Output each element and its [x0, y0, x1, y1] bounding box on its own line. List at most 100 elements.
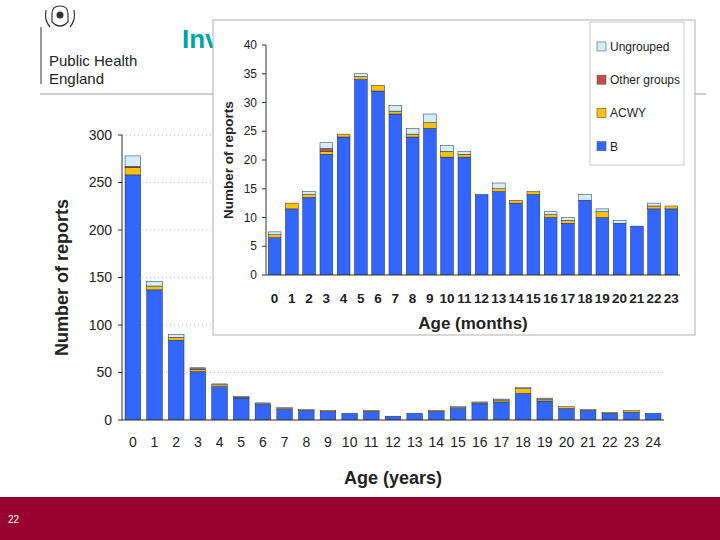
y-tick-label: 200	[89, 222, 113, 238]
logo-rule	[41, 27, 42, 84]
bar-segment	[580, 411, 596, 421]
page-number: 22	[8, 514, 20, 525]
legend: UngroupedOther groupsACWYB	[590, 22, 684, 165]
bar-segment	[510, 200, 523, 201]
bar-segment	[613, 220, 626, 223]
bar-segment	[527, 191, 540, 192]
bar-segment	[537, 398, 553, 400]
bar-segment	[579, 200, 592, 275]
bar-segment	[580, 409, 596, 411]
slide-canvas: Public HealthEnglandInv22050100150200250…	[0, 0, 720, 540]
bar-segment	[510, 203, 523, 275]
x-tick-label: 14	[509, 291, 525, 306]
y-tick-label: 5	[250, 239, 257, 253]
bar-segment	[645, 413, 661, 420]
crest-shield	[52, 6, 68, 26]
y-axis	[122, 135, 123, 420]
bar-segment	[429, 410, 445, 411]
x-tick-label: 4	[216, 434, 224, 450]
bar-segment	[544, 218, 557, 276]
x-tick-label: 8	[409, 291, 417, 306]
x-tick-label: 9	[324, 434, 332, 450]
bar-segment	[342, 413, 358, 420]
bar-segment	[285, 203, 298, 204]
bar-segment	[372, 85, 385, 86]
y-tick	[118, 277, 122, 278]
x-tick-label: 11	[457, 291, 472, 306]
bar-segment	[389, 111, 402, 114]
bar-segment	[342, 413, 358, 414]
bar-segment	[320, 151, 333, 154]
bar-segment	[320, 154, 333, 275]
bar-segment	[580, 409, 596, 410]
bar-segment	[277, 410, 293, 420]
x-tick-label: 11	[364, 434, 379, 450]
y-tick	[118, 230, 122, 231]
x-tick-label: 21	[629, 291, 645, 306]
x-tick-label: 19	[595, 291, 610, 306]
bar-segment	[125, 156, 141, 166]
bar-segment	[342, 413, 358, 414]
bar-segment	[372, 85, 385, 86]
bar-segment	[645, 413, 661, 414]
bar-segment	[364, 411, 380, 420]
y-axis-label: Number of reports	[52, 199, 72, 356]
bar-segment	[320, 410, 336, 411]
bar-segment	[458, 154, 471, 157]
bar-segment	[450, 406, 466, 408]
x-tick-label: 9	[426, 291, 434, 306]
bar-segment	[337, 134, 350, 135]
bar-segment	[630, 226, 643, 275]
bar-segment	[337, 137, 350, 275]
inset-frame	[213, 20, 695, 335]
bar-segment	[559, 407, 575, 409]
x-tick-label: 5	[237, 434, 245, 450]
bar-segment	[596, 212, 609, 218]
bar-segment	[212, 387, 228, 420]
bar-segment	[665, 206, 678, 209]
bar-segment	[475, 194, 488, 195]
y-tick	[262, 102, 266, 103]
x-tick-label: 14	[429, 434, 445, 450]
x-tick-label: 0	[129, 434, 137, 450]
y-tick-label: 50	[96, 364, 112, 380]
bar-segment	[190, 367, 206, 369]
bar-segment	[320, 410, 336, 411]
bar-segment	[515, 389, 531, 394]
bar-segment	[233, 397, 249, 399]
bar-segment	[527, 195, 540, 276]
bar-segment	[364, 410, 380, 411]
legend-label: Other groups	[610, 73, 680, 87]
bar-segment	[472, 401, 488, 403]
bar-segment	[624, 410, 640, 411]
bar-segment	[147, 286, 163, 290]
bar-segment	[602, 412, 618, 414]
bar-segment	[233, 397, 249, 398]
y-tick-label: 100	[89, 317, 113, 333]
x-tick-label: 13	[407, 434, 423, 450]
bar-segment	[537, 399, 553, 400]
x-tick-label: 3	[323, 291, 331, 306]
bar-segment	[255, 405, 271, 420]
bar-segment	[406, 128, 419, 134]
x-tick-label: 2	[172, 434, 180, 450]
bar-segment	[406, 137, 419, 275]
bar-segment	[527, 191, 540, 192]
y-tick-label: 35	[244, 67, 258, 81]
bar-segment	[559, 409, 575, 420]
y-tick	[118, 372, 122, 373]
y-tick-label: 10	[244, 211, 258, 225]
bar-segment	[303, 197, 316, 275]
y-tick	[262, 73, 266, 74]
bar-segment	[147, 290, 163, 420]
x-tick-label: 23	[624, 434, 640, 450]
slide: Public HealthEnglandInv22050100150200250…	[0, 0, 720, 540]
bar-segment	[320, 149, 333, 152]
bar-segment	[342, 413, 358, 414]
bar-segment	[364, 410, 380, 411]
x-tick-label: 18	[515, 434, 531, 450]
y-axis	[266, 45, 267, 275]
bar-segment	[561, 218, 574, 221]
bar-segment	[510, 200, 523, 203]
bar-segment	[407, 413, 423, 414]
